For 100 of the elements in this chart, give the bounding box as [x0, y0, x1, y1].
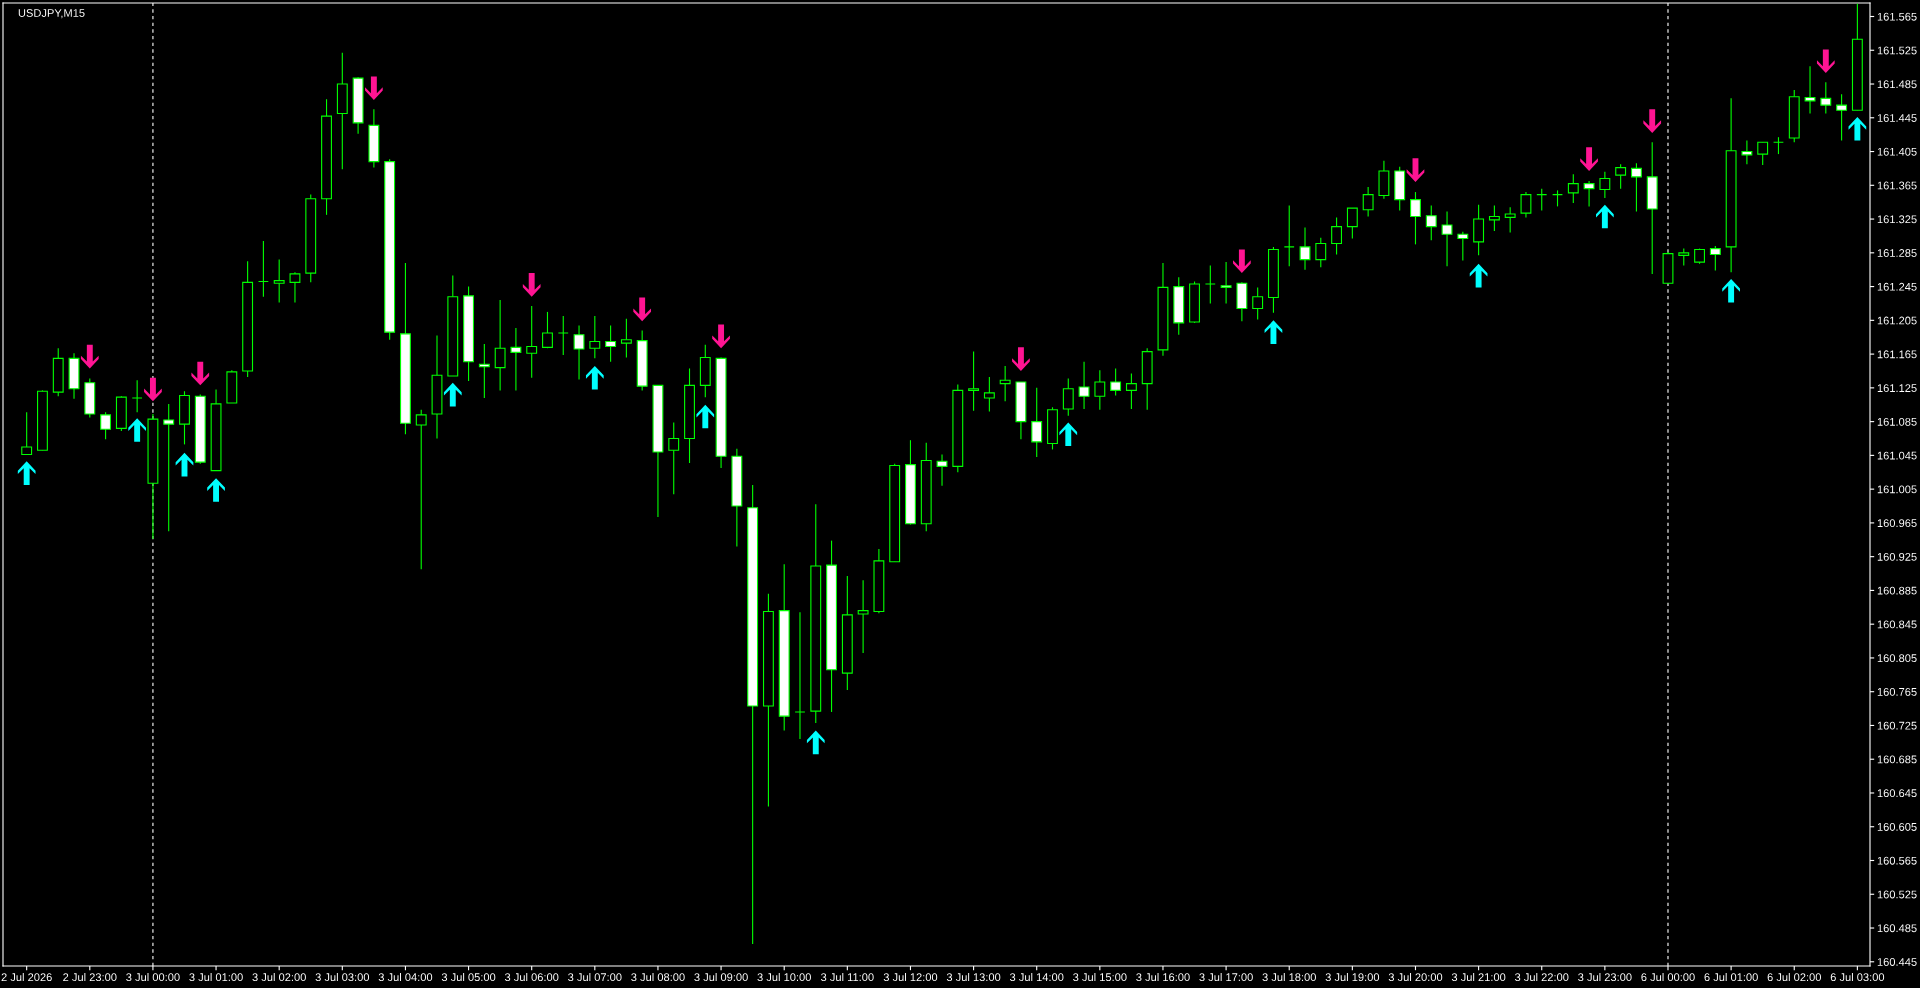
y-tick-label: 161.125 [1877, 384, 1917, 392]
x-tick-label: 3 Jul 08:00 [631, 972, 685, 982]
y-tick-label: 160.805 [1877, 654, 1917, 663]
candlestick [1425, 205, 1437, 241]
candlestick [1630, 162, 1642, 213]
y-tick-label: 161.005 [1877, 485, 1917, 494]
x-tick-label: 3 Jul 19:00 [1325, 972, 1380, 982]
y-tick-label: 161.245 [1877, 282, 1917, 291]
candlestick [21, 411, 33, 456]
candlestick [1031, 387, 1043, 458]
y-tick-label: 161.565 [1877, 12, 1917, 21]
candlestick [1583, 180, 1595, 207]
y-tick-label: 160.645 [1877, 789, 1917, 798]
candlestick [1331, 216, 1343, 256]
y-tick-label: 161.365 [1877, 181, 1917, 190]
x-tick-label: 3 Jul 03:00 [315, 972, 370, 982]
candlestick [1820, 81, 1832, 115]
y-tick-label: 161.405 [1877, 147, 1917, 156]
point [806, 730, 825, 755]
y-tick-label: 160.765 [1877, 687, 1917, 696]
x-tick-label: 3 Jul 00:00 [126, 972, 180, 982]
candlestick [794, 611, 806, 740]
y-tick-label: 160.565 [1877, 856, 1917, 865]
x-tick-label: 3 Jul 07:00 [568, 972, 622, 982]
candlestick [573, 324, 585, 380]
x-tick-label: 3 Jul 23:00 [1578, 972, 1632, 982]
point [128, 418, 146, 442]
candlestick [557, 315, 569, 356]
point [443, 382, 462, 407]
point [522, 273, 541, 297]
point [1406, 158, 1425, 182]
y-tick-label: 161.445 [1877, 114, 1917, 122]
y-tick-label: 160.685 [1877, 755, 1917, 764]
candlestick [668, 421, 680, 495]
candlestick [1441, 210, 1453, 267]
candlestick [857, 579, 869, 654]
candlestick [1299, 226, 1311, 271]
point [207, 478, 225, 502]
y-tick-label: 160.445 [1877, 958, 1917, 966]
candlestick [1615, 163, 1627, 190]
candlestick [257, 240, 269, 298]
point [1816, 49, 1835, 74]
point [696, 404, 715, 429]
candlestick [1204, 264, 1216, 305]
candlestick [510, 327, 522, 391]
y-tick-label: 161.205 [1877, 316, 1917, 325]
candlestick [1504, 206, 1516, 234]
candlestick [1110, 367, 1122, 397]
candlestick [1567, 173, 1579, 204]
candlestick [289, 271, 301, 304]
x-tick-label: 3 Jul 21:00 [1451, 972, 1506, 982]
candlestick [1457, 231, 1469, 261]
x-tick-label: 6 Jul 01:00 [1704, 972, 1758, 982]
y-tick-label: 160.925 [1877, 552, 1917, 561]
candlestick [1252, 286, 1264, 321]
y-tick-label: 161.485 [1877, 80, 1917, 89]
point [17, 461, 36, 485]
candlestick [1709, 245, 1721, 272]
candlestick [983, 376, 995, 413]
candlestick [1315, 237, 1327, 268]
candlestick [1362, 186, 1374, 218]
y-tick-label: 161.325 [1877, 215, 1917, 224]
y-tick-label: 161.045 [1877, 451, 1917, 460]
point [585, 365, 604, 390]
candlestick [1836, 93, 1848, 142]
y-tick-label: 161.085 [1877, 417, 1917, 426]
x-tick-label: 3 Jul 12:00 [883, 972, 938, 982]
candlestick [100, 411, 112, 440]
point [191, 361, 210, 386]
x-tick-label: 3 Jul 18:00 [1262, 972, 1316, 982]
candlestick [1741, 140, 1753, 165]
candlestick [936, 453, 948, 487]
x-tick-label: 3 Jul 01:00 [189, 972, 243, 982]
candlestick [1094, 369, 1106, 411]
chart-title: USDJPY,M15 [18, 9, 85, 19]
x-tick-label: 3 Jul 10:00 [757, 972, 811, 982]
candlestick [415, 409, 427, 570]
candlestick [1062, 378, 1074, 417]
candlestick [273, 259, 285, 304]
candlestick [1488, 205, 1500, 232]
x-tick-label: 3 Jul 17:00 [1199, 972, 1253, 982]
point [1233, 249, 1251, 274]
candlestick [1520, 191, 1532, 218]
x-tick-label: 6 Jul 02:00 [1767, 972, 1821, 982]
candlestick [999, 365, 1011, 402]
candlestick [1536, 188, 1548, 212]
x-tick-label: 3 Jul 04:00 [378, 972, 433, 982]
candlestick [1125, 372, 1137, 410]
candlestick [163, 403, 175, 532]
x-tick-label: 3 Jul 14:00 [1009, 972, 1064, 982]
y-tick-label: 161.525 [1877, 46, 1917, 55]
x-tick-label: 3 Jul 05:00 [441, 972, 496, 982]
candlestick [1804, 65, 1816, 115]
x-tick-label: 3 Jul 09:00 [694, 972, 748, 982]
candlestick [968, 351, 980, 412]
x-tick-label: 6 Jul 00:00 [1641, 972, 1695, 982]
x-tick-label: 2 Jul 23:00 [63, 972, 117, 982]
candlestick [1757, 141, 1769, 166]
x-tick-label: 2 Jul 2026 [1, 972, 52, 982]
point [1643, 109, 1662, 133]
